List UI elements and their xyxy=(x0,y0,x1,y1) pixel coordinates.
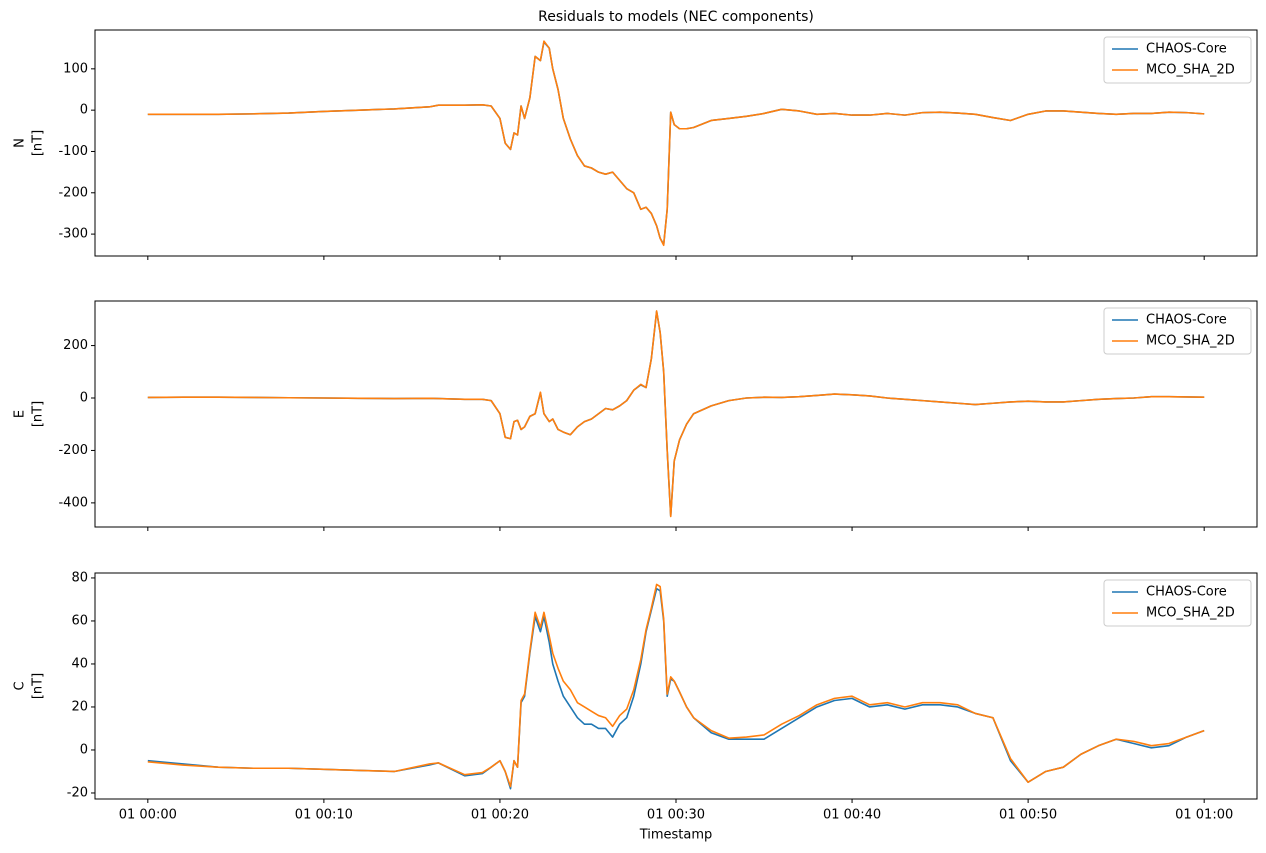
series-line xyxy=(147,41,1205,246)
series-line xyxy=(147,583,1205,788)
series-line xyxy=(147,40,1205,247)
series-line xyxy=(147,310,1205,517)
y-tick-label: 0 xyxy=(80,391,88,406)
x-tick-label: 01 00:30 xyxy=(647,808,705,823)
y-tick-label: -200 xyxy=(58,443,88,458)
plot-frame xyxy=(94,29,1258,257)
legend-box xyxy=(1103,307,1252,355)
y-tick-label: -20 xyxy=(67,785,88,800)
x-tick-label: 01 00:10 xyxy=(295,808,353,823)
legend-label: CHAOS-Core xyxy=(1146,313,1227,328)
series-line xyxy=(147,310,1205,518)
x-tick-label: 01 00:20 xyxy=(471,808,529,823)
y-tick-label: 40 xyxy=(71,656,88,671)
legend-label: MCO_SHA_2D xyxy=(1146,606,1235,621)
y-tick-label: -200 xyxy=(58,185,88,200)
legend-box xyxy=(1103,36,1252,84)
y-tick-label: 100 xyxy=(63,61,88,76)
x-tick-label: 01 00:50 xyxy=(999,808,1057,823)
y-tick-label: 20 xyxy=(71,699,88,714)
legend: CHAOS-Core MCO_SHA_2D xyxy=(1103,36,1252,84)
chart-title: Residuals to models (NEC components) xyxy=(538,9,814,25)
legend-box xyxy=(1103,579,1252,627)
y-axis-label: [nT] xyxy=(31,401,46,427)
series-line xyxy=(147,587,1205,790)
legend: CHAOS-Core MCO_SHA_2D xyxy=(1103,307,1252,355)
y-axis-label: E xyxy=(13,410,28,418)
plot-frame xyxy=(94,572,1258,800)
y-tick-label: 60 xyxy=(71,613,88,628)
x-tick-label: 01 00:00 xyxy=(119,808,177,823)
y-axis-label: [nT] xyxy=(31,130,46,156)
y-tick-label: 0 xyxy=(80,103,88,118)
legend-label: MCO_SHA_2D xyxy=(1146,334,1235,349)
y-axis-label: C xyxy=(13,681,28,690)
legend: CHAOS-Core MCO_SHA_2D xyxy=(1103,579,1252,627)
x-tick-label: 01 00:40 xyxy=(823,808,881,823)
y-tick-label: 200 xyxy=(63,338,88,353)
y-tick-label: 0 xyxy=(80,742,88,757)
plot-frame xyxy=(94,300,1258,528)
legend-label: CHAOS-Core xyxy=(1146,42,1227,57)
y-tick-label: -300 xyxy=(58,227,88,242)
x-tick-label: 01 01:00 xyxy=(1175,808,1233,823)
y-axis-label: [nT] xyxy=(31,673,46,699)
legend-label: CHAOS-Core xyxy=(1146,585,1227,600)
legend-label: MCO_SHA_2D xyxy=(1146,63,1235,78)
x-axis-label: Timestamp xyxy=(639,828,713,843)
y-tick-label: 80 xyxy=(71,570,88,585)
y-tick-label: -100 xyxy=(58,144,88,159)
y-axis-label: N xyxy=(13,138,28,148)
y-tick-label: -400 xyxy=(58,495,88,510)
